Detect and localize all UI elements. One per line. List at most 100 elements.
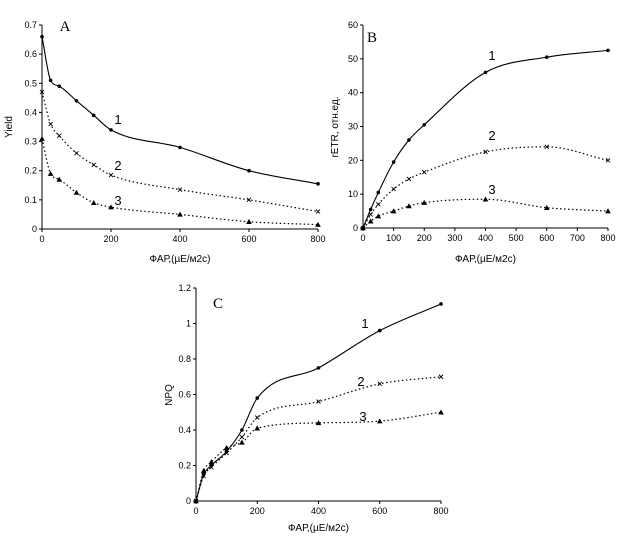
- data-point: [421, 199, 428, 205]
- data-point: [239, 434, 245, 440]
- x-axis-label: ФАР,(µE/м2с): [150, 254, 211, 265]
- data-point: [177, 211, 183, 217]
- data-point: [543, 204, 550, 210]
- data-point: [91, 113, 96, 118]
- y-tick-label: 50: [348, 54, 358, 64]
- data-point: [391, 186, 396, 192]
- data-point: [56, 133, 62, 139]
- data-point: [438, 374, 444, 380]
- data-point: [368, 212, 373, 217]
- data-point: [223, 444, 230, 450]
- y-tick-label: 0: [32, 224, 37, 234]
- data-point: [39, 135, 45, 141]
- x-tick-label: 600: [241, 234, 256, 244]
- data-point: [193, 498, 199, 504]
- x-tick-label: 200: [417, 233, 432, 243]
- data-point: [367, 218, 374, 224]
- x-tick-label: 800: [310, 234, 325, 244]
- data-point: [48, 121, 53, 127]
- data-point: [360, 225, 366, 231]
- x-tick-label: 100: [386, 233, 401, 243]
- data-point: [422, 123, 427, 127]
- x-tick-label: 300: [447, 233, 462, 243]
- y-tick-label: 0.2: [24, 166, 37, 176]
- data-point: [178, 145, 182, 150]
- data-point: [390, 208, 397, 214]
- data-point: [376, 418, 383, 424]
- data-point: [606, 48, 610, 53]
- data-point: [439, 302, 443, 306]
- data-point: [605, 208, 611, 214]
- y-tick-label: 20: [348, 155, 358, 165]
- data-point: [407, 138, 411, 142]
- data-point: [240, 428, 244, 432]
- data-point: [40, 34, 44, 39]
- x-tick-label: 0: [39, 234, 44, 244]
- y-axis-label: Yield: [4, 116, 15, 138]
- y-tick-label: 30: [348, 122, 358, 132]
- data-point: [247, 168, 251, 173]
- data-point: [376, 190, 381, 195]
- y-axis-label: NPQ: [164, 384, 175, 406]
- data-point: [108, 172, 114, 178]
- data-point: [74, 98, 79, 103]
- x-tick-label: 700: [570, 233, 585, 243]
- y-tick-label: 0.4: [24, 107, 37, 117]
- series-line-1: [195, 303, 442, 502]
- chart-panel-A: 0 0.1 0.2 0.3 0.4 0.5 0.6 0.7 0 200 400 600 800 ФАР,(…: [4, 19, 326, 265]
- data-point: [483, 149, 488, 155]
- y-tick-label: 0.7: [24, 20, 37, 30]
- y-tick-label: 0.5: [24, 78, 37, 88]
- y-tick-label: 0.8: [178, 354, 191, 364]
- x-tick-label: 0: [193, 506, 198, 516]
- data-point: [239, 439, 245, 445]
- y-axis-label: rETR, отн.ед.: [330, 96, 341, 157]
- series-label-1: 1: [114, 112, 121, 127]
- y-tick-label: 0.3: [24, 137, 37, 147]
- data-point: [39, 89, 45, 95]
- data-point: [483, 70, 488, 75]
- data-point: [254, 415, 260, 420]
- data-point: [255, 396, 260, 400]
- data-point: [316, 399, 321, 404]
- data-point: [391, 160, 396, 164]
- data-point: [316, 366, 321, 370]
- y-tick-label: 0.1: [24, 195, 37, 205]
- data-point: [47, 170, 54, 176]
- series-label-3: 3: [359, 409, 366, 424]
- x-tick-label: 200: [250, 506, 265, 516]
- x-tick-label: 600: [372, 506, 387, 516]
- y-tick-label: 0.6: [24, 49, 37, 59]
- data-point: [246, 218, 252, 224]
- data-point: [254, 425, 261, 431]
- data-point: [438, 409, 444, 415]
- x-tick-label: 400: [311, 506, 326, 516]
- data-point: [315, 209, 321, 214]
- data-point: [74, 150, 79, 156]
- data-point: [605, 158, 611, 163]
- data-point: [208, 459, 215, 465]
- data-point: [57, 84, 62, 88]
- data-point: [377, 328, 382, 333]
- data-point: [406, 203, 412, 209]
- data-point: [375, 201, 381, 207]
- data-point: [544, 144, 550, 150]
- data-point: [109, 128, 113, 132]
- y-tick-label: 10: [348, 189, 358, 199]
- data-point: [200, 468, 207, 474]
- y-tick-label: 0.6: [178, 390, 191, 400]
- x-tick-label: 800: [600, 233, 615, 243]
- data-point: [246, 197, 252, 203]
- data-point: [56, 176, 63, 182]
- panel-label: C: [213, 296, 223, 312]
- data-point: [421, 169, 427, 175]
- y-tick-label: 1.2: [178, 283, 191, 293]
- series-label-3: 3: [114, 193, 121, 208]
- y-tick-label: 60: [348, 20, 358, 30]
- x-tick-label: 800: [433, 506, 448, 516]
- data-point: [108, 204, 114, 210]
- y-tick-label: 40: [348, 88, 358, 98]
- data-point: [224, 450, 229, 456]
